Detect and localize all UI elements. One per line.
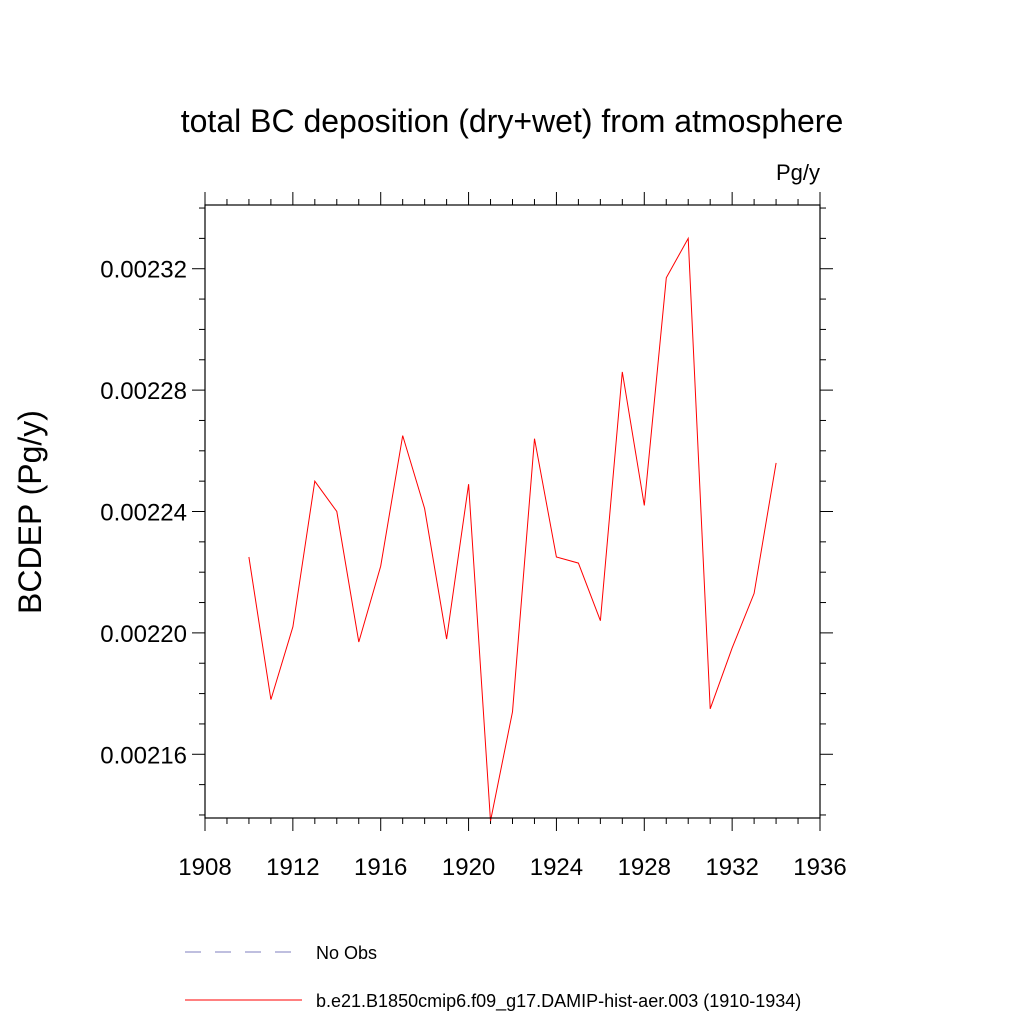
y-tick-label: 0.00228 — [100, 378, 187, 405]
chart-title: total BC deposition (dry+wet) from atmos… — [181, 103, 844, 139]
x-tick-label: 1912 — [266, 854, 319, 881]
y-tick-label: 0.00232 — [100, 257, 187, 284]
y-axis-label: BCDEP (Pg/y) — [12, 410, 48, 614]
x-tick-label: 1932 — [705, 854, 758, 881]
y-tick-label: 0.00220 — [100, 621, 187, 648]
legend-label-no-obs: No Obs — [316, 943, 377, 963]
plot-frame — [204, 204, 821, 819]
legend-label-series: b.e21.B1850cmip6.f09_g17.DAMIP-hist-aer.… — [316, 991, 801, 1012]
legend: No Obs b.e21.B1850cmip6.f09_g17.DAMIP-hi… — [185, 943, 801, 1012]
x-tick-label: 1936 — [793, 854, 846, 881]
axis-ticks — [192, 192, 833, 831]
x-tick-label: 1924 — [530, 854, 583, 881]
units-label: Pg/y — [776, 160, 820, 185]
x-tick-label: 1920 — [442, 854, 495, 881]
series-layer — [248, 236, 777, 822]
x-tick-label: 1928 — [618, 854, 671, 881]
y-tick-label: 0.00224 — [100, 500, 187, 527]
y-tick-label: 0.00216 — [100, 742, 187, 769]
x-tick-label: 1908 — [178, 854, 231, 881]
x-tick-label: 1916 — [354, 854, 407, 881]
tick-labels: 1908 1912 1916 1920 1924 1928 1932 1936 0.00216 0… — [100, 257, 846, 881]
series-line — [248, 236, 777, 822]
